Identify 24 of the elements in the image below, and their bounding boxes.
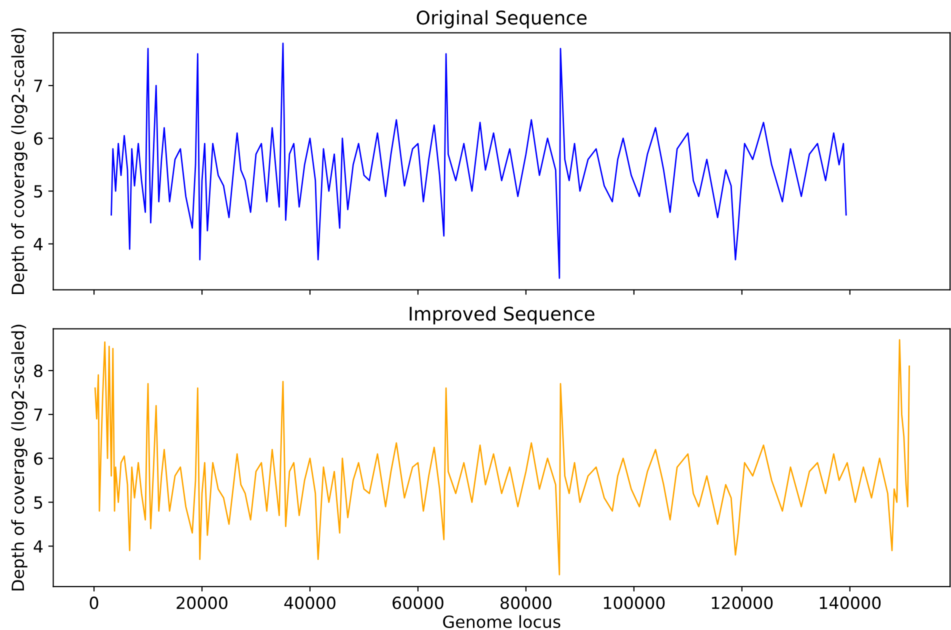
y-tick-label: 6	[34, 452, 42, 465]
chart-title: Original Sequence	[416, 10, 587, 28]
x-tick-label: 60000	[392, 596, 444, 610]
y-tick-label: 5	[34, 185, 42, 198]
y-axis-title: Depth of coverage (log2-scaled)	[11, 324, 28, 590]
line-series	[110, 42, 847, 279]
y-axis-title: Depth of coverage (log2-scaled)	[11, 28, 28, 294]
y-tick-label: 4	[34, 238, 43, 250]
y-tick-label: 8	[34, 364, 42, 378]
x-tick-label: 140000	[820, 596, 881, 610]
chart-title: Improved Sequence	[410, 306, 594, 324]
x-axis-title: Genome locus	[443, 615, 560, 628]
x-tick-label: 20000	[176, 596, 228, 610]
y-tick-label: 7	[34, 80, 42, 92]
y-tick-label: 6	[34, 132, 42, 145]
x-tick-label: 120000	[712, 596, 773, 610]
x-tick-label: 100000	[604, 596, 665, 610]
x-tick-label: 80000	[500, 596, 552, 610]
x-tick-label: 0	[90, 596, 98, 610]
y-tick-label: 4	[34, 540, 43, 552]
y-tick-label: 5	[34, 496, 42, 509]
y-tick-label: 7	[34, 408, 42, 421]
line-series	[94, 339, 910, 576]
x-tick-label: 40000	[284, 596, 336, 610]
